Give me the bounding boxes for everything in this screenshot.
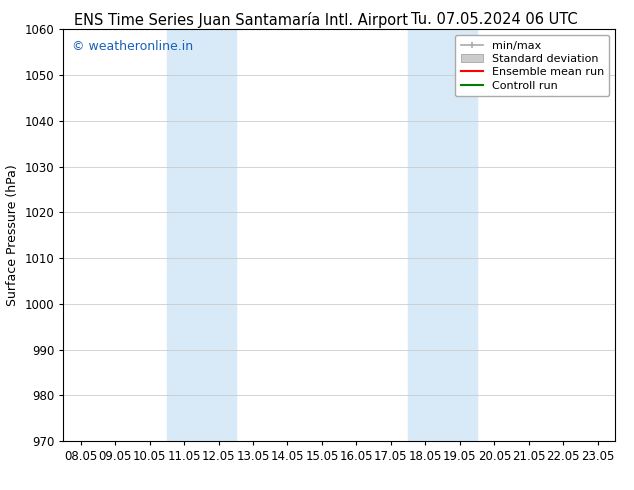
Bar: [167, 29, 236, 441]
Text: © weatheronline.in: © weatheronline.in: [72, 40, 193, 53]
Text: Tu. 07.05.2024 06 UTC: Tu. 07.05.2024 06 UTC: [411, 12, 578, 27]
Text: ENS Time Series Juan Santamaría Intl. Airport: ENS Time Series Juan Santamaría Intl. Ai…: [74, 12, 408, 28]
Legend: min/max, Standard deviation, Ensemble mean run, Controll run: min/max, Standard deviation, Ensemble me…: [455, 35, 609, 96]
Bar: [408, 29, 477, 441]
Y-axis label: Surface Pressure (hPa): Surface Pressure (hPa): [6, 164, 19, 306]
